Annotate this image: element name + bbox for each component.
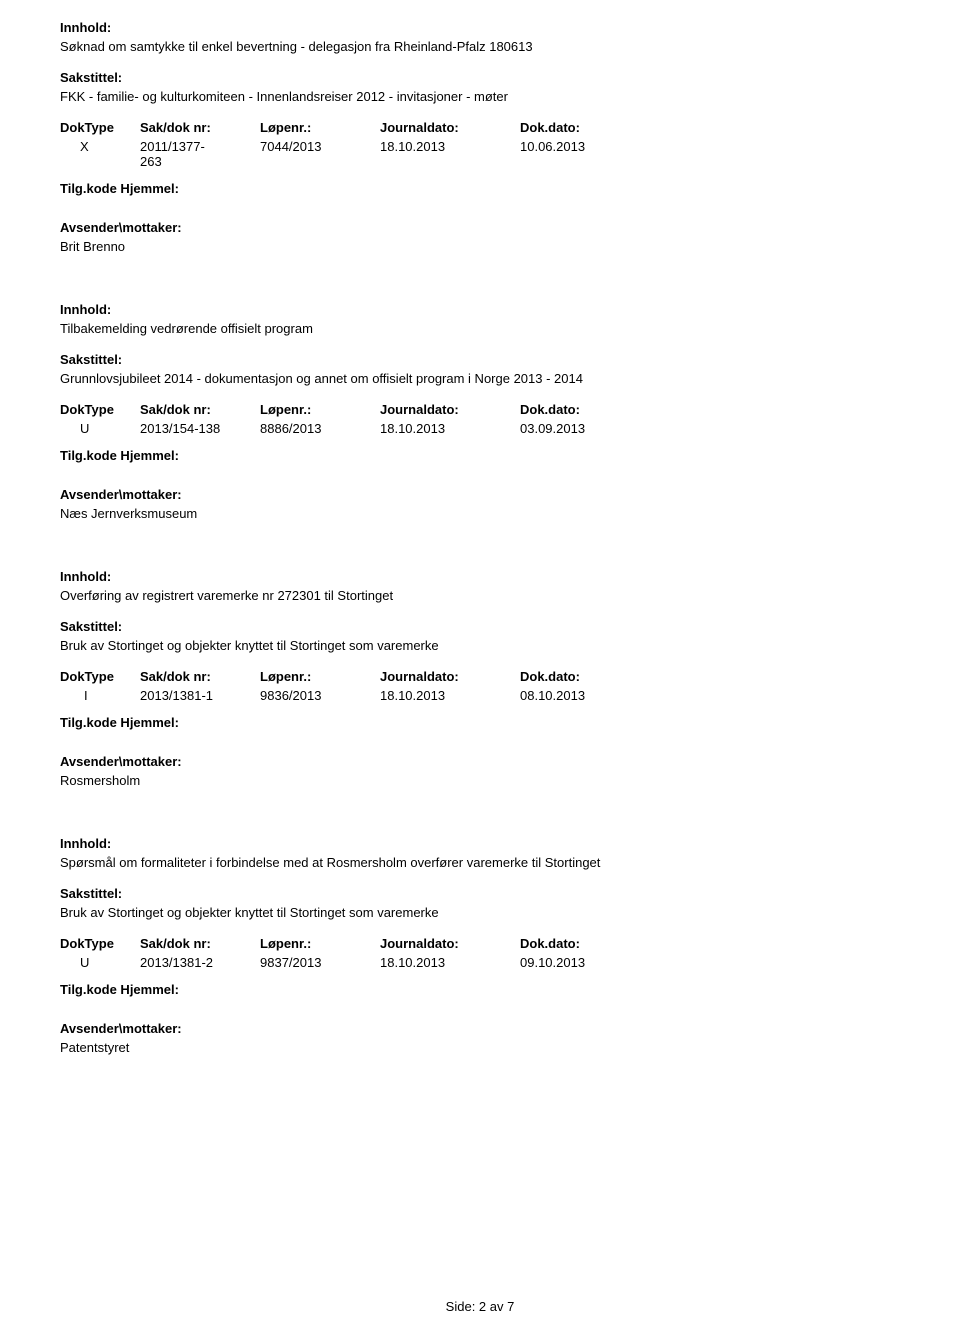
journaldato-header: Journaldato: <box>380 936 520 951</box>
doktype-value: U <box>60 955 140 970</box>
journal-record: Innhold: Overføring av registrert vareme… <box>60 569 900 788</box>
journal-record: Innhold: Tilbakemelding vedrørende offis… <box>60 302 900 521</box>
sakstittel-text: Bruk av Stortinget og objekter knyttet t… <box>60 905 900 920</box>
lopenr-header: Løpenr.: <box>260 669 380 684</box>
page-footer: Side: 2 av 7 <box>0 1299 960 1314</box>
sakstittel-label: Sakstittel: <box>60 886 900 901</box>
doktype-header: DokType <box>60 120 140 135</box>
journaldato-value: 18.10.2013 <box>380 139 520 169</box>
column-values: X 2011/1377- 263 7044/2013 18.10.2013 10… <box>60 139 900 169</box>
sakdok-value: 2013/1381-1 <box>140 688 260 703</box>
journaldato-value: 18.10.2013 <box>380 421 520 436</box>
sakstittel-label: Sakstittel: <box>60 352 900 367</box>
innhold-text: Overføring av registrert varemerke nr 27… <box>60 588 900 603</box>
journaldato-header: Journaldato: <box>380 669 520 684</box>
lopenr-header: Løpenr.: <box>260 936 380 951</box>
dokdato-header: Dok.dato: <box>520 120 640 135</box>
tilgkode-label: Tilg.kode Hjemmel: <box>60 181 900 196</box>
journal-record: Innhold: Søknad om samtykke til enkel be… <box>60 20 900 254</box>
dokdato-value: 10.06.2013 <box>520 139 640 169</box>
sakstittel-label: Sakstittel: <box>60 70 900 85</box>
sakdok-header: Sak/dok nr: <box>140 120 260 135</box>
dokdato-value: 03.09.2013 <box>520 421 640 436</box>
lopenr-value: 8886/2013 <box>260 421 380 436</box>
innhold-text: Søknad om samtykke til enkel bevertning … <box>60 39 900 54</box>
column-headers: DokType Sak/dok nr: Løpenr.: Journaldato… <box>60 936 900 951</box>
doktype-value: I <box>60 688 140 703</box>
doktype-header: DokType <box>60 669 140 684</box>
sakstittel-label: Sakstittel: <box>60 619 900 634</box>
innhold-label: Innhold: <box>60 302 900 317</box>
sakdok-header: Sak/dok nr: <box>140 936 260 951</box>
dokdato-header: Dok.dato: <box>520 669 640 684</box>
sakstittel-text: Grunnlovsjubileet 2014 - dokumentasjon o… <box>60 371 900 386</box>
innhold-text: Spørsmål om formaliteter i forbindelse m… <box>60 855 900 870</box>
column-headers: DokType Sak/dok nr: Løpenr.: Journaldato… <box>60 120 900 135</box>
journal-record: Innhold: Spørsmål om formaliteter i forb… <box>60 836 900 1055</box>
tilgkode-label: Tilg.kode Hjemmel: <box>60 982 900 997</box>
lopenr-header: Løpenr.: <box>260 120 380 135</box>
avsender-label: Avsender\mottaker: <box>60 754 900 769</box>
column-values: U 2013/1381-2 9837/2013 18.10.2013 09.10… <box>60 955 900 970</box>
dokdato-value: 08.10.2013 <box>520 688 640 703</box>
column-headers: DokType Sak/dok nr: Løpenr.: Journaldato… <box>60 669 900 684</box>
doktype-header: DokType <box>60 402 140 417</box>
doktype-header: DokType <box>60 936 140 951</box>
dokdato-value: 09.10.2013 <box>520 955 640 970</box>
dokdato-header: Dok.dato: <box>520 936 640 951</box>
journaldato-value: 18.10.2013 <box>380 955 520 970</box>
dokdato-header: Dok.dato: <box>520 402 640 417</box>
journaldato-header: Journaldato: <box>380 120 520 135</box>
sakstittel-text: Bruk av Stortinget og objekter knyttet t… <box>60 638 900 653</box>
avsender-value: Patentstyret <box>60 1040 900 1055</box>
column-values: U 2013/154-138 8886/2013 18.10.2013 03.0… <box>60 421 900 436</box>
sakdok-header: Sak/dok nr: <box>140 669 260 684</box>
column-headers: DokType Sak/dok nr: Løpenr.: Journaldato… <box>60 402 900 417</box>
innhold-label: Innhold: <box>60 836 900 851</box>
column-values: I 2013/1381-1 9836/2013 18.10.2013 08.10… <box>60 688 900 703</box>
innhold-text: Tilbakemelding vedrørende offisielt prog… <box>60 321 900 336</box>
sakdok-header: Sak/dok nr: <box>140 402 260 417</box>
sakdok-line1: 2011/1377- <box>140 139 260 154</box>
doktype-value: U <box>60 421 140 436</box>
avsender-label: Avsender\mottaker: <box>60 487 900 502</box>
sakdok-line2: 263 <box>140 154 260 169</box>
avsender-value: Rosmersholm <box>60 773 900 788</box>
avsender-value: Næs Jernverksmuseum <box>60 506 900 521</box>
avsender-label: Avsender\mottaker: <box>60 220 900 235</box>
sakdok-value: 2013/154-138 <box>140 421 260 436</box>
innhold-label: Innhold: <box>60 20 900 35</box>
innhold-label: Innhold: <box>60 569 900 584</box>
sakdok-value: 2011/1377- 263 <box>140 139 260 169</box>
tilgkode-label: Tilg.kode Hjemmel: <box>60 448 900 463</box>
journaldato-header: Journaldato: <box>380 402 520 417</box>
lopenr-header: Løpenr.: <box>260 402 380 417</box>
lopenr-value: 9837/2013 <box>260 955 380 970</box>
doktype-value: X <box>60 139 140 169</box>
avsender-label: Avsender\mottaker: <box>60 1021 900 1036</box>
lopenr-value: 9836/2013 <box>260 688 380 703</box>
tilgkode-label: Tilg.kode Hjemmel: <box>60 715 900 730</box>
sakstittel-text: FKK - familie- og kulturkomiteen - Innen… <box>60 89 900 104</box>
avsender-value: Brit Brenno <box>60 239 900 254</box>
lopenr-value: 7044/2013 <box>260 139 380 169</box>
sakdok-value: 2013/1381-2 <box>140 955 260 970</box>
journaldato-value: 18.10.2013 <box>380 688 520 703</box>
